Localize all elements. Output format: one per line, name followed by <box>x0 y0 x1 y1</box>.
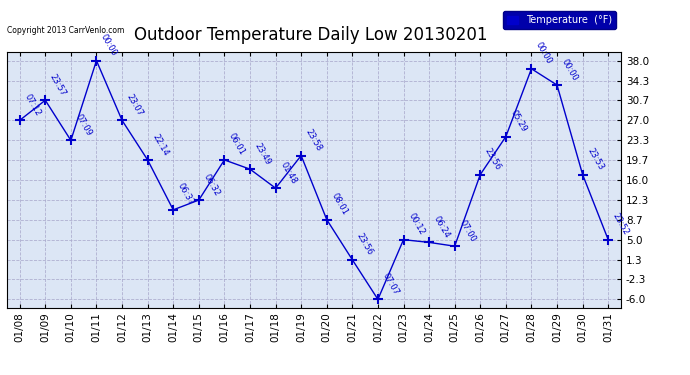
Text: 23:58: 23:58 <box>304 128 324 153</box>
Text: Outdoor Temperature Daily Low 20130201: Outdoor Temperature Daily Low 20130201 <box>134 26 487 44</box>
Text: 23:07: 23:07 <box>125 92 145 117</box>
Text: 23:56: 23:56 <box>355 232 375 257</box>
Text: Copyright 2013 CarrVenlo.com: Copyright 2013 CarrVenlo.com <box>7 26 124 35</box>
Text: 23:49: 23:49 <box>253 141 273 166</box>
Text: 06:24: 06:24 <box>432 214 451 240</box>
Text: 23:52: 23:52 <box>611 212 631 237</box>
Text: 08:01: 08:01 <box>330 192 349 217</box>
Text: 23:53: 23:53 <box>585 147 605 172</box>
Text: 00:00: 00:00 <box>560 57 580 82</box>
Text: 00:00: 00:00 <box>534 41 554 66</box>
Text: 23:56: 23:56 <box>483 147 503 172</box>
Text: 00:12: 00:12 <box>406 212 426 237</box>
Text: 22:14: 22:14 <box>150 132 170 157</box>
Text: 00:00: 00:00 <box>99 33 119 58</box>
Text: 07:12: 07:12 <box>23 92 42 117</box>
Legend: Temperature  (°F): Temperature (°F) <box>503 12 616 29</box>
Text: 05:29: 05:29 <box>509 109 529 134</box>
Text: 06:37: 06:37 <box>176 182 196 207</box>
Text: 23:57: 23:57 <box>48 72 68 98</box>
Text: 07:07: 07:07 <box>381 271 400 297</box>
Text: 06:32: 06:32 <box>201 172 221 197</box>
Text: 01:48: 01:48 <box>278 160 298 185</box>
Text: 07:09: 07:09 <box>74 112 93 138</box>
Text: 06:01: 06:01 <box>227 132 247 157</box>
Text: 07:00: 07:00 <box>457 218 477 243</box>
